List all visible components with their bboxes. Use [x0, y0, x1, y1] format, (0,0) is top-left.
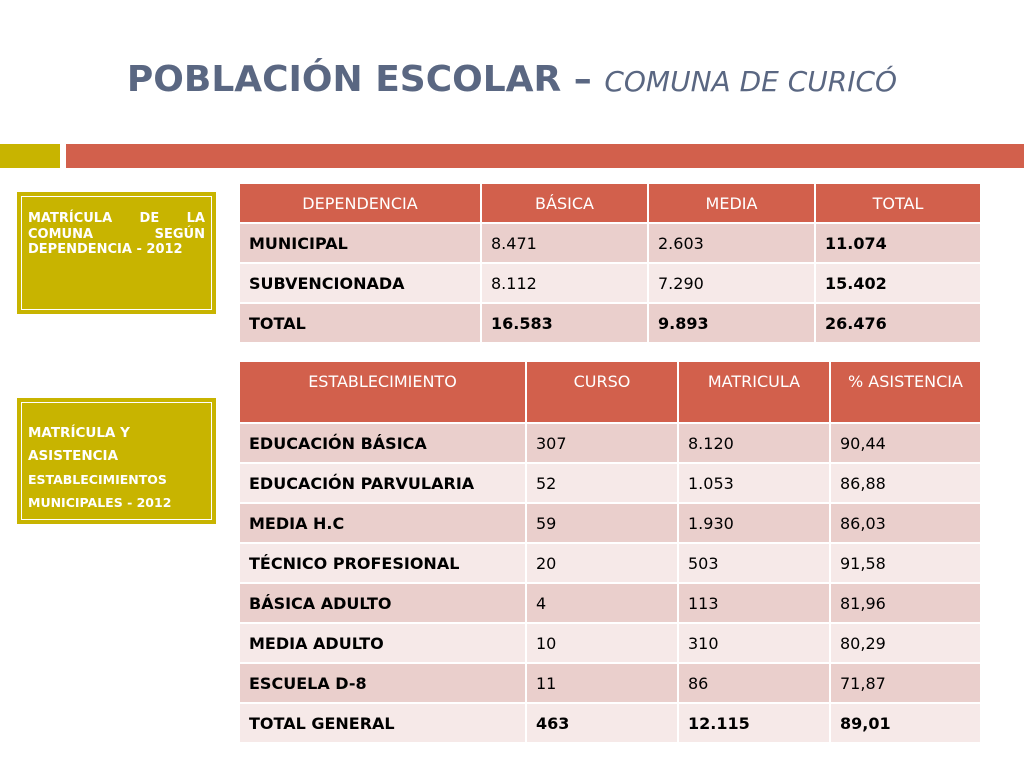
table-cell: 91,58: [829, 542, 982, 584]
table-dependencia: DEPENDENCIA BÁSICA MEDIA TOTAL MUNICIPAL…: [238, 182, 982, 344]
table-cell: MEDIA ADULTO: [238, 622, 527, 664]
table-cell: 90,44: [829, 422, 982, 464]
label-box-line: ESTABLECIMIENTOS: [28, 472, 167, 487]
table-cell: 8.112: [480, 262, 649, 304]
column-header: DEPENDENCIA: [238, 182, 482, 224]
table-row: TÉCNICO PROFESIONAL 20 503 91,58: [238, 542, 982, 584]
table-row: SUBVENCIONADA 8.112 7.290 15.402: [238, 262, 982, 304]
table-cell: TOTAL: [238, 302, 482, 344]
table-row: TOTAL GENERAL 463 12.115 89,01: [238, 702, 982, 744]
table-cell: ESCUELA D-8: [238, 662, 527, 704]
accent-bar-right: [66, 144, 1024, 168]
table-cell: 86,88: [829, 462, 982, 504]
label-box-matricula-dependencia: MATRÍCULA DE LA COMUNA SEGÚN DEPENDENCIA…: [17, 192, 216, 314]
table-cell: 1.053: [677, 462, 831, 504]
title-main: POBLACIÓN ESCOLAR –: [126, 59, 605, 100]
table-cell: TÉCNICO PROFESIONAL: [238, 542, 527, 584]
table-cell: SUBVENCIONADA: [238, 262, 482, 304]
table-cell: 9.893: [647, 302, 816, 344]
label-box-line: MATRÍCULA Y: [28, 425, 130, 441]
table-cell: MEDIA H.C: [238, 502, 527, 544]
column-header: MATRICULA: [677, 360, 831, 424]
column-header: CURSO: [525, 360, 679, 424]
table-cell: 16.583: [480, 302, 649, 344]
table-cell: 307: [525, 422, 679, 464]
table-row: ESCUELA D-8 11 86 71,87: [238, 662, 982, 704]
table-header-row: DEPENDENCIA BÁSICA MEDIA TOTAL: [238, 182, 982, 224]
table-cell: 71,87: [829, 662, 982, 704]
table-cell: MUNICIPAL: [238, 222, 482, 264]
table-cell: 81,96: [829, 582, 982, 624]
label-box-matricula-asistencia: MATRÍCULA Y ASISTENCIA ESTABLECIMIENTOS …: [17, 398, 216, 524]
table-cell: 10: [525, 622, 679, 664]
table-cell: 4: [525, 582, 679, 624]
table-cell: BÁSICA ADULTO: [238, 582, 527, 624]
table-cell: 86: [677, 662, 831, 704]
table-cell: 8.471: [480, 222, 649, 264]
table-establecimientos: ESTABLECIMIENTO CURSO MATRICULA % ASISTE…: [238, 360, 982, 744]
label-box-text: MATRÍCULA DE LA COMUNA SEGÚN DEPENDENCIA…: [28, 211, 205, 257]
column-header: % ASISTENCIA: [829, 360, 982, 424]
table-row: TOTAL 16.583 9.893 26.476: [238, 302, 982, 344]
table-cell: 80,29: [829, 622, 982, 664]
table-row: MEDIA ADULTO 10 310 80,29: [238, 622, 982, 664]
table-cell: 15.402: [814, 262, 982, 304]
table-cell: 1.930: [677, 502, 831, 544]
table-cell: 113: [677, 582, 831, 624]
table-cell: 463: [525, 702, 679, 744]
table-cell: 89,01: [829, 702, 982, 744]
table-cell: 310: [677, 622, 831, 664]
column-header: TOTAL: [814, 182, 982, 224]
table-cell: 20: [525, 542, 679, 584]
table-row: MUNICIPAL 8.471 2.603 11.074: [238, 222, 982, 264]
table-cell: 52: [525, 462, 679, 504]
table-row: EDUCACIÓN PARVULARIA 52 1.053 86,88: [238, 462, 982, 504]
table-cell: 2.603: [647, 222, 816, 264]
label-box-line: MUNICIPALES - 2012: [28, 495, 172, 510]
label-box-line: ASISTENCIA: [28, 448, 119, 464]
table-row: MEDIA H.C 59 1.930 86,03: [238, 502, 982, 544]
column-header: MEDIA: [647, 182, 816, 224]
column-header: BÁSICA: [480, 182, 649, 224]
table-header-row: ESTABLECIMIENTO CURSO MATRICULA % ASISTE…: [238, 360, 982, 424]
title-sub: COMUNA DE CURICÓ: [604, 65, 898, 98]
table-cell: 7.290: [647, 262, 816, 304]
slide-title: POBLACIÓN ESCOLAR – COMUNA DE CURICÓ: [0, 52, 1024, 110]
table-cell: EDUCACIÓN BÁSICA: [238, 422, 527, 464]
table-cell: EDUCACIÓN PARVULARIA: [238, 462, 527, 504]
table-cell: 26.476: [814, 302, 982, 344]
table-cell: 503: [677, 542, 831, 584]
accent-bar-left: [0, 144, 60, 168]
table-cell: 86,03: [829, 502, 982, 544]
table-cell: 11: [525, 662, 679, 704]
table-cell: 8.120: [677, 422, 831, 464]
table-cell: 11.074: [814, 222, 982, 264]
table-cell: TOTAL GENERAL: [238, 702, 527, 744]
column-header: ESTABLECIMIENTO: [238, 360, 527, 424]
table-row: BÁSICA ADULTO 4 113 81,96: [238, 582, 982, 624]
table-row: EDUCACIÓN BÁSICA 307 8.120 90,44: [238, 422, 982, 464]
table-cell: 12.115: [677, 702, 831, 744]
table-cell: 59: [525, 502, 679, 544]
